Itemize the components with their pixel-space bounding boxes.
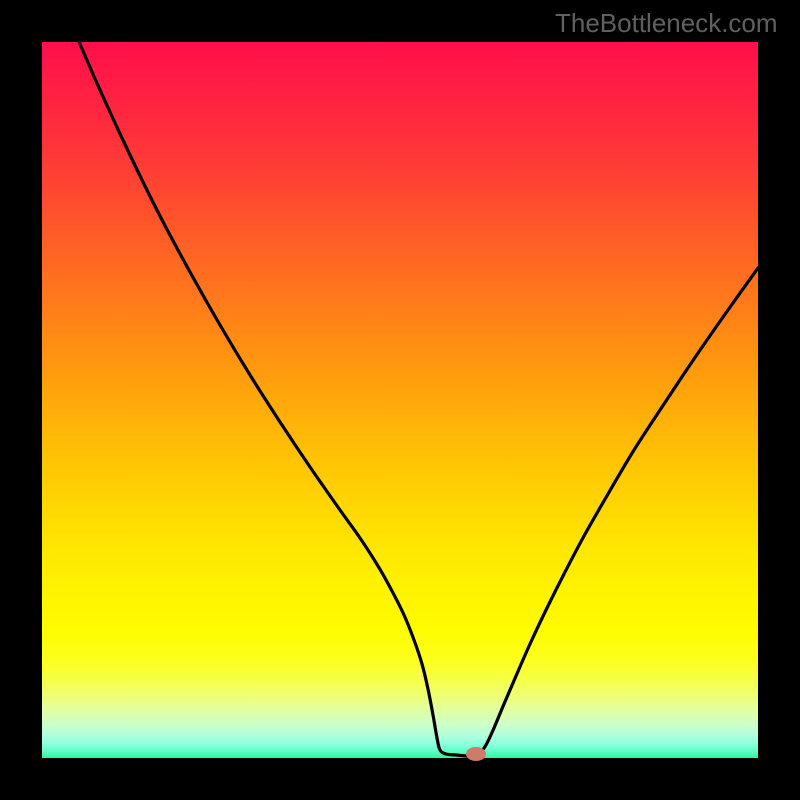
watermark-text: TheBottleneck.com [555,8,778,39]
heatmap-gradient [42,42,758,758]
